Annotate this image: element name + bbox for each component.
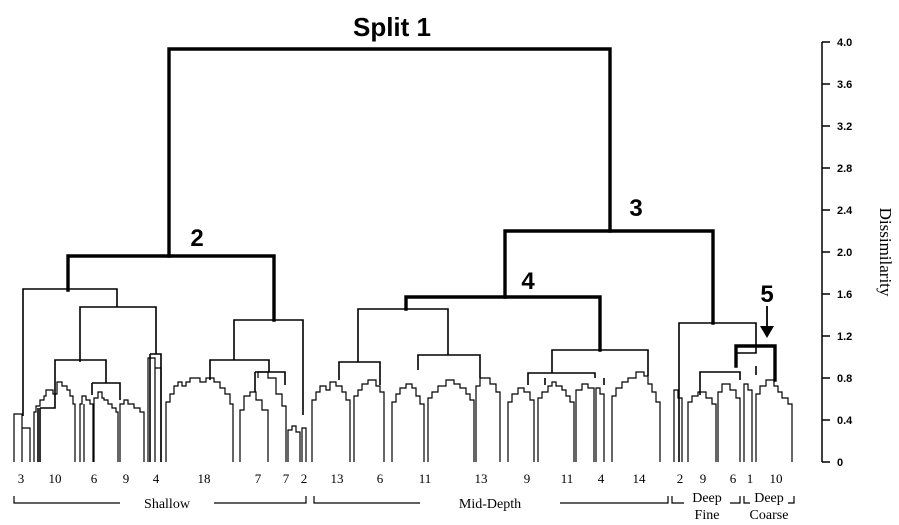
leaf-count: 2 [677, 471, 684, 486]
leaf-group-23 [687, 391, 717, 462]
axis-tick-labels: 4.0 3.6 3.2 2.8 2.4 2.0 1.6 1.2 0.8 0.4 … [837, 37, 853, 469]
dissimilarity-axis [821, 41, 830, 463]
leaf-count: 11 [419, 471, 432, 486]
leaf-group-13 [353, 379, 385, 462]
leaf-group-15 [427, 379, 475, 462]
leaf-count: 10 [49, 471, 62, 486]
leaf-group-18 [537, 381, 575, 462]
tick-label-1-6: 1.6 [837, 289, 852, 301]
leaf-group-1 [13, 413, 31, 462]
leaf-count: 1 [747, 471, 754, 486]
minor-branches [22, 288, 757, 462]
leaf-count: 2 [301, 471, 308, 486]
leaf-group-4 [93, 391, 119, 462]
group-brackets [13, 496, 795, 504]
leaf-count: 6 [730, 471, 737, 486]
split-3-label: 3 [629, 195, 642, 222]
leaf-structures [13, 357, 793, 462]
major-branches [66, 47, 777, 382]
leaf-group-22 [673, 389, 683, 462]
leaf-count: 9 [700, 471, 707, 486]
leaf-count: 6 [377, 471, 384, 486]
leaf-count: 18 [198, 471, 211, 486]
leaf-group-9 [257, 371, 287, 462]
group-label-deep-fine-2: Fine [695, 508, 720, 523]
leaf-group-8 [239, 391, 269, 462]
split-2-branch [66, 254, 276, 322]
leaf-group-25 [743, 383, 753, 462]
group-label-shallow: Shallow [144, 497, 191, 512]
leaf-count: 4 [598, 471, 605, 486]
leaf-group-16 [475, 377, 501, 462]
leaf-group-14 [391, 383, 425, 462]
leaf-count: 9 [524, 471, 531, 486]
leaf-count: 13 [475, 471, 488, 486]
leaf-count: 10 [770, 471, 783, 486]
group-label-deep-fine-1: Deep [692, 491, 722, 506]
tick-label-2-8: 2.8 [837, 163, 852, 175]
split-3-branch [503, 229, 715, 325]
leaf-count: 14 [633, 471, 647, 486]
group-label-deep-coarse-1: Deep [754, 491, 784, 506]
leaf-group-6 [147, 357, 162, 462]
tick-label-3-6: 3.6 [837, 79, 852, 91]
leaf-group-7 [165, 377, 234, 462]
leaf-group-12 [311, 381, 351, 462]
leaf-group-17 [507, 387, 535, 462]
leaf-count: 7 [283, 471, 290, 486]
tick-label-1-2: 1.2 [837, 331, 852, 343]
leaf-count: 13 [331, 471, 344, 486]
group-label-deep-coarse-2: Coarse [750, 508, 789, 523]
split-4-branch [404, 295, 602, 352]
split-5-arrow [760, 306, 774, 338]
leaf-group-5 [119, 399, 145, 462]
leaf-group-19 [575, 383, 595, 462]
tick-label-0-4: 0.4 [837, 415, 853, 427]
axis-title: Dissimilarity [876, 208, 895, 297]
tick-label-4-0: 4.0 [837, 37, 852, 49]
leaf-count: 9 [123, 471, 130, 486]
leaf-group-21 [611, 371, 661, 462]
leaf-count: 7 [255, 471, 262, 486]
split-2-label: 2 [190, 225, 203, 252]
leaf-count: 3 [18, 471, 25, 486]
tick-label-2-0: 2.0 [837, 247, 852, 259]
leaf-group-11 [301, 427, 307, 462]
leaf-group-10 [287, 425, 301, 462]
leaf-count: 6 [91, 471, 98, 486]
split-1-label: Split 1 [353, 12, 431, 42]
leaf-count-labels: 3 10 6 9 4 18 7 7 2 13 6 11 13 9 11 4 14… [18, 471, 783, 486]
tick-label-0: 0 [837, 457, 843, 469]
group-label-mid-depth: Mid-Depth [459, 497, 521, 512]
split-5-label: 5 [760, 281, 773, 308]
tick-label-2-4: 2.4 [837, 205, 853, 217]
leaf-count: 11 [561, 471, 574, 486]
leaf-count: 4 [153, 471, 160, 486]
leaf-group-26 [755, 379, 793, 462]
leaf-group-3 [79, 395, 94, 462]
leaf-group-24 [717, 383, 741, 462]
leaf-group-2 [33, 381, 76, 462]
split-4-label: 4 [521, 268, 535, 295]
tick-label-0-8: 0.8 [837, 373, 852, 385]
leaf-group-20 [595, 387, 605, 462]
tick-label-3-2: 3.2 [837, 121, 852, 133]
split-1-branch [167, 47, 612, 258]
